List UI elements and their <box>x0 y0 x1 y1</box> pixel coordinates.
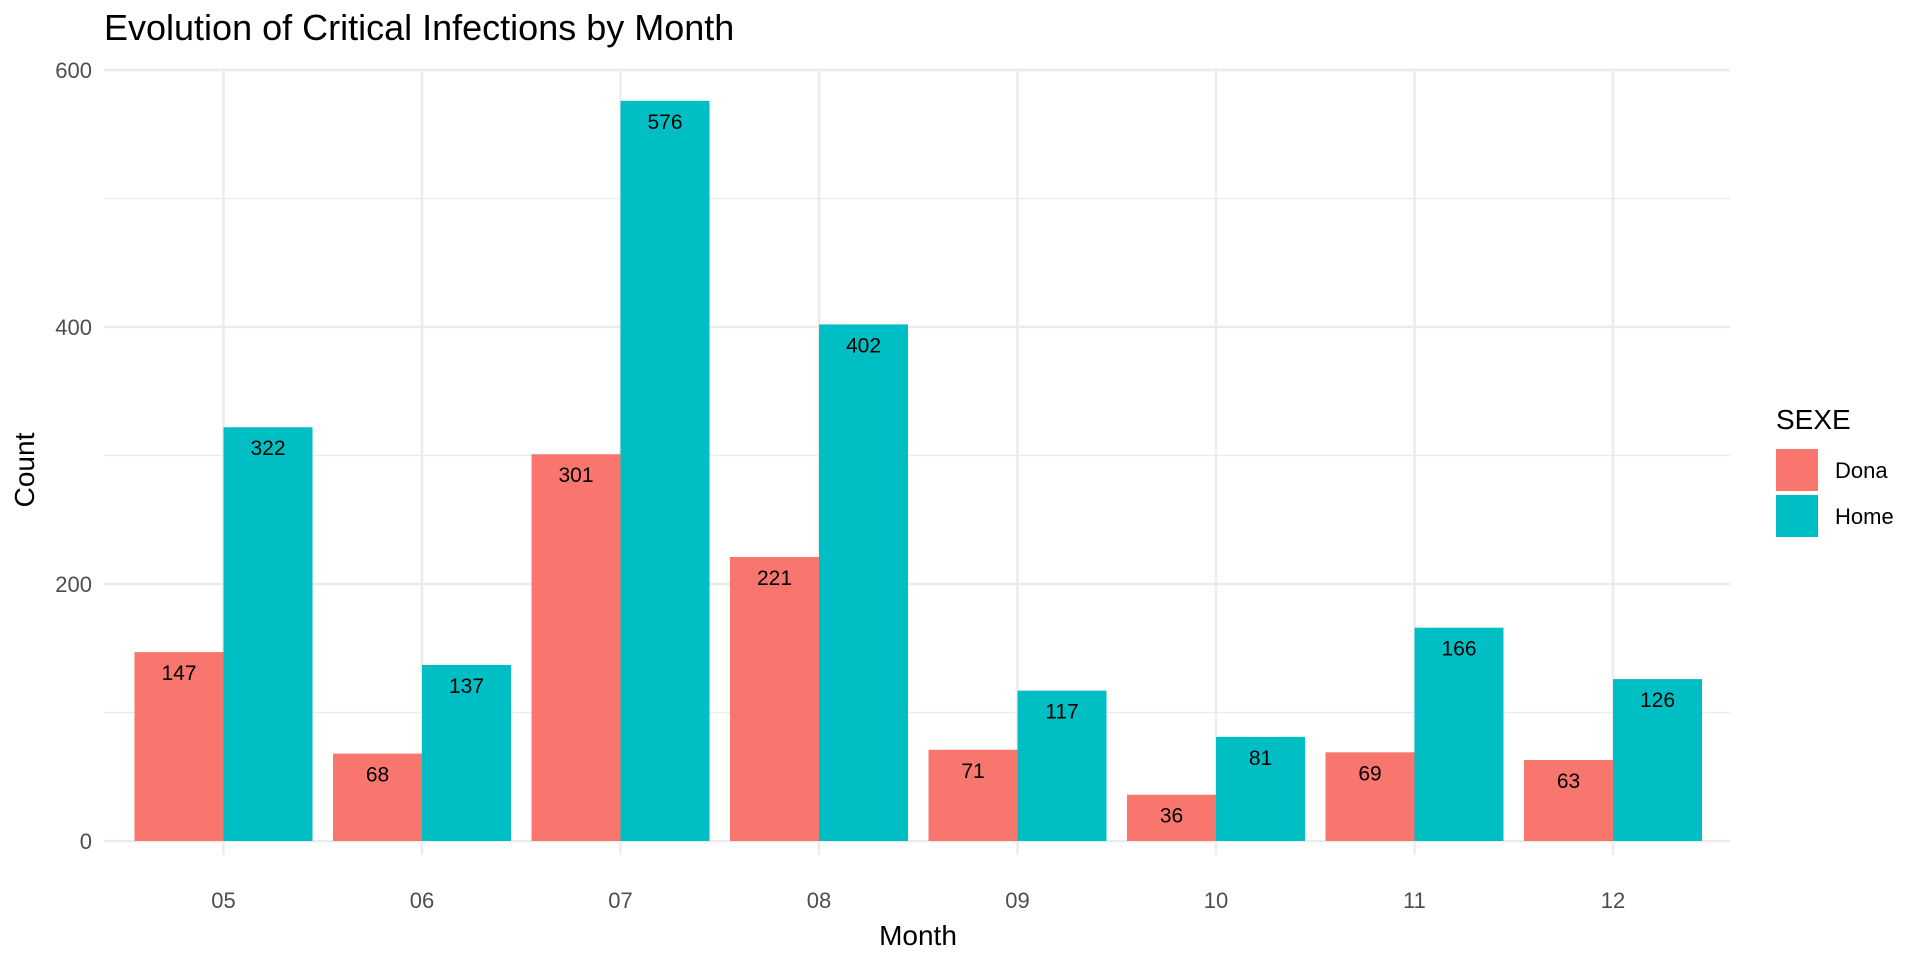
x-tick-label: 10 <box>1204 888 1228 913</box>
x-tick-label: 07 <box>608 888 632 913</box>
y-tick-label: 400 <box>55 315 92 340</box>
data-label: 69 <box>1358 762 1381 785</box>
x-tick-label: 11 <box>1403 888 1426 913</box>
data-label: 301 <box>558 464 593 487</box>
x-tick-label: 09 <box>1005 888 1029 913</box>
data-label: 126 <box>1640 689 1675 712</box>
legend-title: SEXE <box>1776 404 1851 435</box>
bar-dona-11 <box>1325 752 1415 841</box>
bar-home-12 <box>1613 679 1702 841</box>
bar-home-06 <box>422 664 511 841</box>
data-label: 71 <box>961 760 984 783</box>
data-label: 402 <box>846 334 881 357</box>
bar-home-08 <box>819 324 908 841</box>
data-label: 137 <box>449 675 484 698</box>
y-tick-label: 200 <box>55 572 92 597</box>
bar-dona-06 <box>333 753 422 841</box>
bar-dona-12 <box>1524 760 1613 841</box>
data-label: 81 <box>1249 747 1272 770</box>
legend-key-home <box>1776 495 1818 537</box>
x-tick-label: 05 <box>211 888 235 913</box>
data-label: 36 <box>1160 805 1183 828</box>
data-label: 68 <box>366 764 389 787</box>
x-axis-title: Month <box>879 920 957 951</box>
data-labels: 147 68 301 221 71 36 69 63 322 137 576 402 117 81 166 1… <box>161 111 1675 828</box>
bar-home-09 <box>1017 690 1107 841</box>
bar-dona-08 <box>730 557 819 841</box>
axes: 0 200 400 600 05 06 07 08 09 10 11 12 <box>55 58 1625 913</box>
y-tick-label: 600 <box>55 58 92 83</box>
legend: SEXE Dona Home <box>1776 404 1894 537</box>
data-label: 117 <box>1045 701 1078 724</box>
data-label: 166 <box>1441 638 1476 661</box>
data-label: 221 <box>757 567 792 590</box>
legend-key-dona <box>1776 449 1818 491</box>
x-tick-label: 08 <box>807 888 831 913</box>
bar-dona-07 <box>531 454 621 841</box>
bars <box>134 100 1702 842</box>
x-tick-label: 06 <box>410 888 434 913</box>
bar-dona-05 <box>134 652 224 841</box>
data-label: 63 <box>1557 770 1580 793</box>
bar-home-11 <box>1414 627 1504 841</box>
bar-home-10 <box>1216 736 1305 841</box>
data-label: 147 <box>161 662 196 685</box>
legend-label-home: Home <box>1835 504 1894 529</box>
bar-home-07 <box>620 100 710 842</box>
legend-label-dona: Dona <box>1835 458 1888 483</box>
data-label: 576 <box>647 111 682 134</box>
y-axis-title: Count <box>9 432 40 507</box>
bar-dona-10 <box>1127 794 1216 841</box>
bar-home-05 <box>223 427 313 841</box>
x-tick-label: 12 <box>1601 888 1625 913</box>
chart-title: Evolution of Critical Infections by Mont… <box>104 7 734 48</box>
y-tick-label: 0 <box>80 829 92 854</box>
data-label: 322 <box>250 437 285 460</box>
bar-dona-09 <box>928 749 1018 841</box>
